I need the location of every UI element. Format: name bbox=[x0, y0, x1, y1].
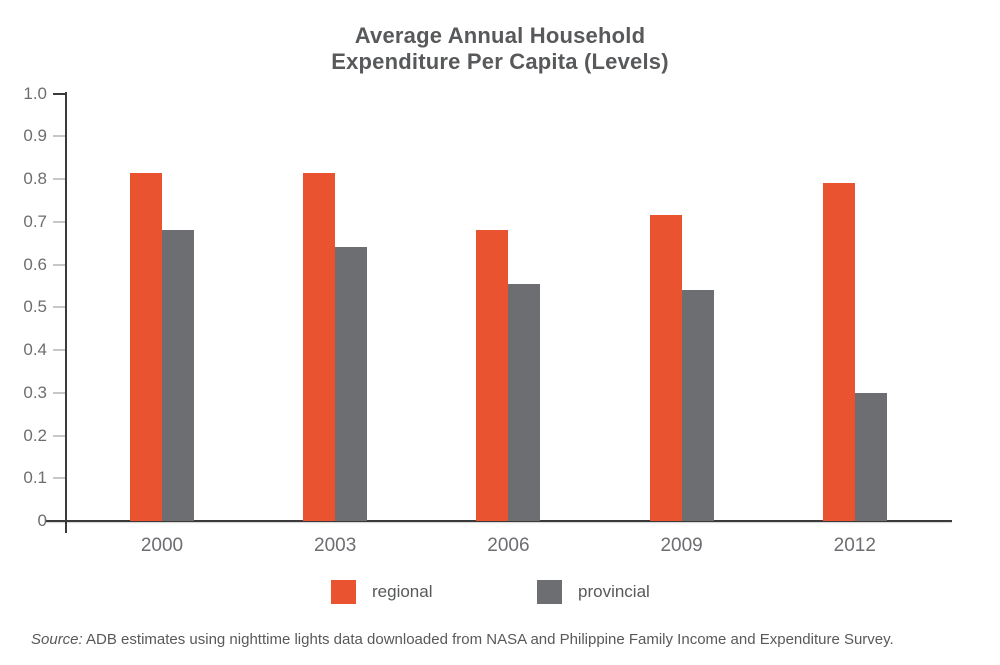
y-tick-label: 0.9 bbox=[23, 126, 47, 146]
legend-item-provincial: provincial bbox=[537, 578, 650, 606]
legend-label-provincial: provincial bbox=[578, 582, 650, 601]
bar-regional-2006 bbox=[476, 230, 509, 521]
y-tick-label: 0.2 bbox=[23, 425, 47, 445]
y-tick-mark bbox=[53, 220, 65, 223]
chart-title: Average Annual Household Expenditure Per… bbox=[331, 23, 669, 74]
bar-provincial-2003 bbox=[335, 247, 368, 521]
y-tick-label: 0 bbox=[37, 511, 47, 530]
bar-provincial-2009 bbox=[681, 290, 714, 521]
y-tick-label: 0.4 bbox=[23, 340, 47, 359]
bar-regional-2009 bbox=[649, 215, 682, 521]
source-label: Source: bbox=[31, 631, 83, 648]
y-tick-mark bbox=[53, 434, 65, 437]
bar-regional-2000 bbox=[130, 172, 162, 521]
bar-provincial-2006 bbox=[508, 283, 541, 521]
x-tick-label-2000: 2000 bbox=[140, 535, 184, 556]
provincial-swatch bbox=[537, 580, 562, 604]
legend-item-regional: regional bbox=[331, 578, 433, 606]
legend: regional provincial bbox=[0, 578, 1000, 606]
y-tick-label: 0.6 bbox=[23, 254, 47, 274]
y-tick-mark bbox=[53, 178, 65, 180]
x-tick-label-2006: 2006 bbox=[487, 535, 530, 556]
y-tick-mark bbox=[53, 477, 65, 480]
y-tick-label: 0.3 bbox=[23, 382, 47, 402]
y-tick-label: 1.0 bbox=[23, 83, 47, 103]
bar-provincial-2012 bbox=[854, 392, 887, 521]
y-tick-label: 0.7 bbox=[23, 211, 47, 231]
bar-provincial-2000 bbox=[162, 230, 194, 521]
y-tick-mark bbox=[53, 135, 65, 138]
y-tick-label: 0.5 bbox=[23, 297, 47, 317]
x-tick-label-2012: 2012 bbox=[833, 535, 876, 556]
y-tick-mark bbox=[53, 306, 65, 309]
x-axis-line bbox=[46, 520, 952, 522]
source-note: Source: ADB estimates using nighttime li… bbox=[31, 630, 894, 650]
legend-label-regional: regional bbox=[372, 582, 433, 601]
y-axis-line bbox=[65, 92, 67, 533]
y-tick-mark bbox=[53, 349, 65, 351]
y-tick-mark bbox=[53, 391, 65, 394]
source-text: ADB estimates using nighttime lights dat… bbox=[82, 631, 894, 648]
y-tick-label: 0.1 bbox=[23, 468, 47, 488]
y-tick-mark bbox=[53, 92, 65, 95]
x-tick-label-2003: 2003 bbox=[314, 535, 357, 556]
bar-regional-2012 bbox=[822, 183, 855, 521]
y-tick-mark bbox=[53, 263, 65, 266]
bar-regional-2003 bbox=[303, 172, 336, 521]
x-tick-label-2009: 2009 bbox=[660, 535, 703, 556]
regional-swatch bbox=[331, 580, 356, 604]
y-tick-label: 0.8 bbox=[23, 169, 47, 188]
